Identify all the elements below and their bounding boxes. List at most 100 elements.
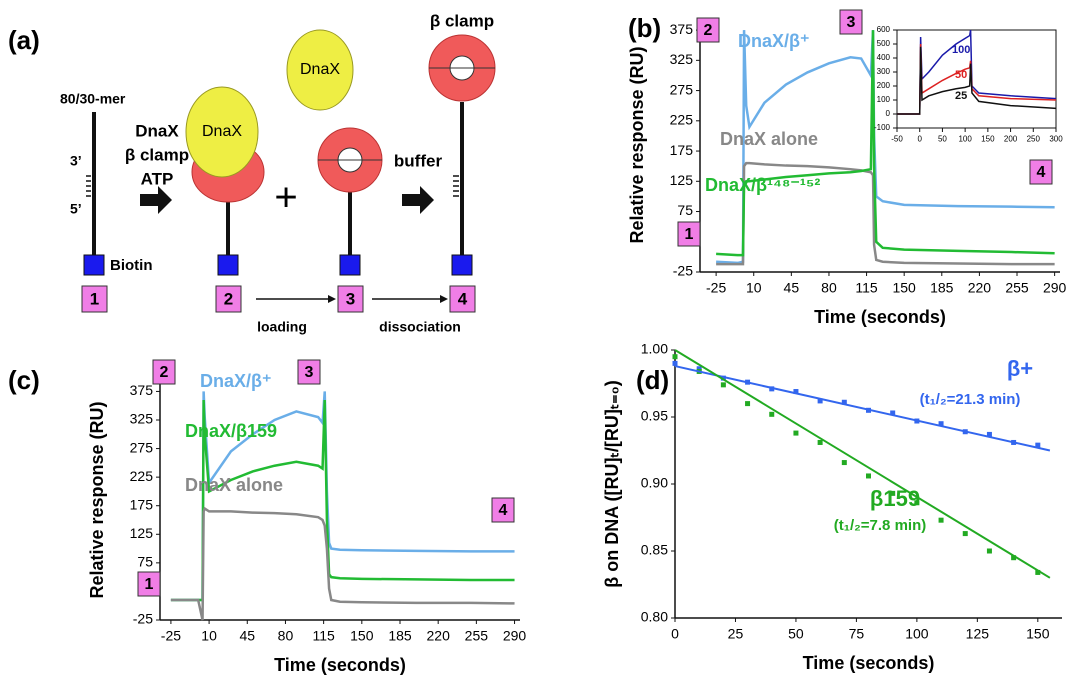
arrowhead	[328, 295, 336, 303]
y-axis-label: β on DNA ([RU]ₜ/[RU]ₜ₌₀)	[602, 380, 622, 588]
step-box	[337, 285, 364, 313]
series-line	[716, 30, 1055, 265]
y-tick-label: 225	[670, 112, 694, 128]
panel-label: (d)	[636, 365, 669, 395]
x-tick-label: 0	[917, 134, 922, 143]
step-box	[215, 285, 242, 313]
series-label: DnaX/β¹⁴⁸⁻¹⁵²	[705, 175, 820, 195]
x-tick-label: 50	[938, 134, 947, 143]
x-tick-label: 0	[671, 625, 679, 641]
biotin-square	[339, 254, 361, 276]
clamp-label: β clamp	[430, 11, 494, 30]
point	[986, 548, 992, 554]
y-tick-label: 75	[137, 554, 153, 570]
y-tick-label: 275	[670, 81, 694, 97]
step-label: 2	[704, 22, 713, 39]
point	[866, 473, 871, 479]
y-tick-label: 0.80	[641, 609, 668, 625]
y-tick-label: 175	[670, 142, 694, 158]
plot-frame	[896, 29, 1057, 129]
biotin-label: Biotin	[110, 257, 153, 274]
step-label: 1	[145, 576, 154, 593]
y-tick-label: 75	[677, 202, 693, 218]
x-tick-label: 50	[788, 625, 804, 641]
point	[769, 411, 775, 417]
y-tick-label: 175	[130, 496, 154, 512]
x-tick-label: 185	[930, 279, 954, 295]
point	[696, 366, 702, 372]
step-label: 1	[90, 289, 99, 308]
point	[672, 354, 678, 360]
step-box	[137, 571, 161, 597]
point	[1011, 555, 1017, 561]
step-label: 4	[1037, 164, 1046, 181]
point	[890, 490, 896, 496]
loading-label: loading	[257, 319, 307, 335]
x-tick-label: -25	[161, 627, 181, 643]
x-tick-label: 290	[503, 627, 527, 643]
x-tick-label: 200	[1004, 134, 1018, 143]
dnax-label: DnaX	[202, 123, 242, 140]
series-label: DnaX alone	[185, 475, 283, 495]
dnax	[185, 86, 259, 178]
series-line	[716, 161, 1055, 266]
y-tick-label: 500	[877, 39, 891, 48]
y-tick-label: 325	[130, 411, 154, 427]
x-axis-label: Time (seconds)	[274, 655, 406, 675]
y-tick-label: 0.95	[641, 408, 668, 424]
x-tick-label: 300	[1049, 134, 1063, 143]
dissociation-label: dissociation	[379, 319, 461, 335]
y-tick-label: 600	[877, 25, 891, 34]
step-box	[677, 221, 701, 247]
dna-label: 80/30-mer	[60, 91, 126, 107]
x-tick-label: -50	[891, 134, 903, 143]
x-tick-label: 150	[892, 279, 916, 295]
y-tick-label: 100	[877, 95, 891, 104]
y-axis-label: Relative response (RU)	[627, 46, 647, 243]
y-tick-label: 400	[877, 53, 891, 62]
point	[793, 430, 799, 436]
fit-line	[674, 349, 1051, 579]
y-tick-label: -100	[874, 123, 891, 132]
y-tick-label: 325	[670, 51, 694, 67]
panel-label: (b)	[628, 13, 661, 43]
x-tick-label: 80	[821, 279, 837, 295]
series-label: DnaX alone	[720, 129, 818, 149]
y-tick-label: 225	[130, 468, 154, 484]
series-line	[716, 30, 1055, 257]
panel-label: (c)	[8, 365, 40, 395]
primer	[453, 175, 459, 197]
series-label: DnaX/β159	[185, 421, 277, 441]
y-tick-label: -25	[133, 611, 153, 627]
y-tick-label: 125	[130, 525, 154, 541]
reagent: β clamp	[125, 145, 189, 164]
arrowhead	[440, 295, 448, 303]
series-label: DnaX/β⁺	[200, 371, 272, 391]
y-axis-label: Relative response (RU)	[87, 401, 107, 598]
y-tick-label: 0	[886, 109, 891, 118]
x-tick-label: 115	[855, 279, 878, 295]
step-box	[491, 497, 515, 523]
annotation: β+	[1007, 356, 1033, 381]
primer	[86, 175, 91, 197]
point	[745, 401, 751, 407]
fit-line	[674, 365, 1051, 452]
reagent: DnaX	[135, 121, 179, 140]
x-tick-label: 115	[312, 627, 335, 643]
x-tick-label: 290	[1043, 279, 1067, 295]
y-tick-label: 275	[130, 439, 154, 455]
x-tick-label: 45	[784, 279, 800, 295]
y-tick-label: 1.00	[641, 341, 668, 357]
series-label: DnaX/β⁺	[738, 31, 810, 51]
step-label: 2	[224, 289, 233, 308]
series-label: 100	[952, 44, 970, 56]
point	[672, 360, 678, 366]
x-tick-label: 75	[849, 625, 865, 641]
x-tick-label: 150	[350, 627, 374, 643]
series-label: 25	[955, 90, 967, 102]
point	[720, 382, 726, 388]
block-arrow	[140, 186, 172, 214]
x-tick-label: 255	[1005, 279, 1029, 295]
y-tick-label: 200	[877, 81, 891, 90]
